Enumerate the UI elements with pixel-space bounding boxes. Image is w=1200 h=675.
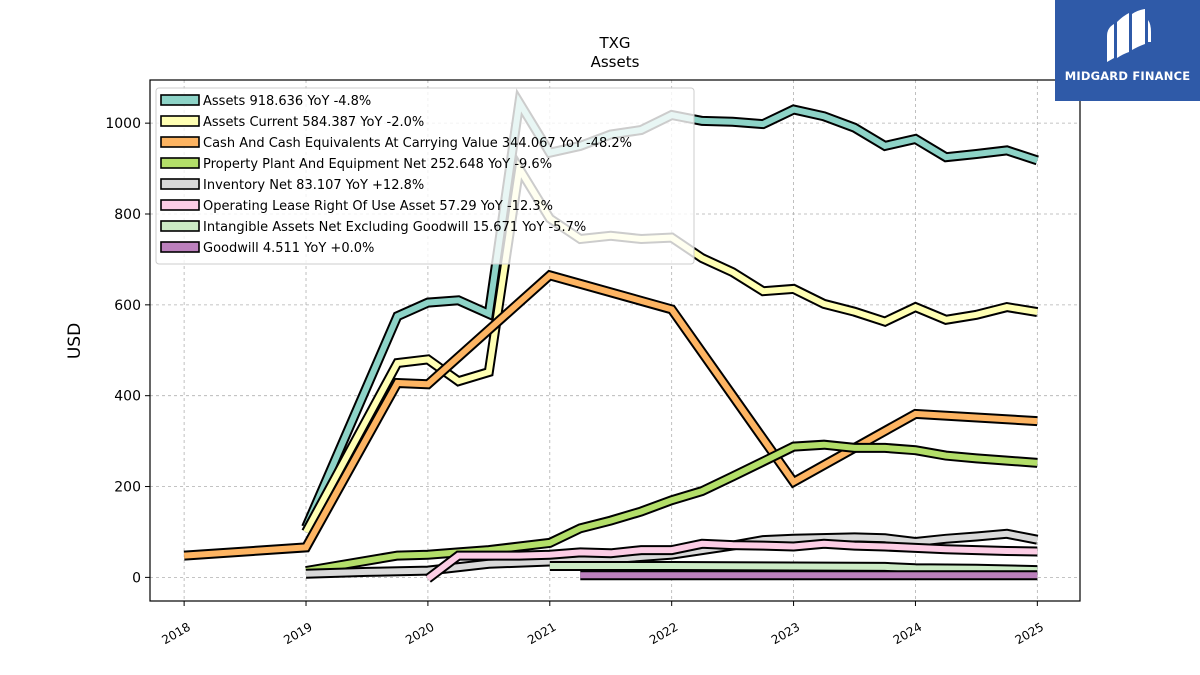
x-tick-label: 2025	[1013, 620, 1046, 647]
legend-swatch	[160, 241, 200, 253]
plot-frame	[149, 79, 1081, 602]
legend-swatch	[160, 136, 200, 148]
chart-subtitle: Assets	[591, 53, 640, 71]
legend-swatch	[160, 115, 200, 127]
y-tick-label: 200	[114, 480, 141, 496]
legend-label: Cash And Cash Equivalents At Carrying Va…	[203, 136, 632, 151]
brand-logo: MIDGARD FINANCE	[1055, 0, 1200, 101]
y-tick-label: 800	[114, 207, 141, 223]
y-tick-label: 1000	[105, 116, 141, 132]
legend-swatch	[160, 199, 200, 211]
series-6	[424, 538, 1038, 583]
x-tick-label: 2024	[891, 620, 924, 647]
series-2	[301, 154, 1039, 535]
x-tick-label: 2018	[159, 620, 192, 647]
series-layer	[183, 88, 1039, 583]
series-line	[549, 563, 1038, 574]
x-tick-label: 2023	[769, 620, 802, 647]
series-line	[305, 530, 1038, 577]
legend-label: Property Plant And Equipment Net 252.648…	[203, 157, 552, 172]
legend-label: Assets Current 584.387 YoY -2.0%	[203, 115, 424, 130]
brand-mark-icon	[1107, 9, 1151, 62]
series-line	[426, 540, 1038, 582]
x-tick-label: 2021	[525, 620, 558, 647]
chart-title: TXG	[598, 34, 630, 52]
y-tick-label: 600	[114, 298, 141, 314]
brand-name: MIDGARD FINANCE	[1064, 69, 1191, 83]
legend-swatch	[160, 178, 200, 190]
legend-label: Inventory Net 83.107 YoY +12.8%	[203, 178, 424, 193]
legend-swatch	[160, 94, 200, 106]
legend-box	[155, 87, 695, 265]
legend-label: Intangible Assets Net Excluding Goodwill…	[203, 220, 586, 235]
x-tick-label: 2022	[647, 620, 680, 647]
series-3	[183, 269, 1038, 561]
y-tick-label: 400	[114, 389, 141, 405]
legend-swatch	[160, 157, 200, 169]
series-1	[301, 88, 1039, 530]
series-line	[183, 271, 1038, 559]
legend-label: Goodwill 4.511 YoY +0.0%	[203, 241, 374, 256]
series-7	[549, 561, 1038, 576]
x-tick-label: 2020	[403, 620, 436, 647]
y-tick-label: 0	[132, 570, 141, 586]
legend-swatch	[160, 220, 200, 232]
series-line	[303, 159, 1038, 534]
series-line	[303, 94, 1039, 529]
y-axis-label: USD	[65, 323, 85, 359]
series-5	[305, 528, 1039, 579]
legend: Assets 918.636 YoY -4.8% Assets Current 5…	[155, 87, 695, 265]
legend-label: Operating Lease Right Of Use Asset 57.29…	[203, 199, 553, 214]
legend-label: Assets 918.636 YoY -4.8%	[203, 94, 371, 109]
x-tick-label: 2019	[281, 620, 314, 647]
